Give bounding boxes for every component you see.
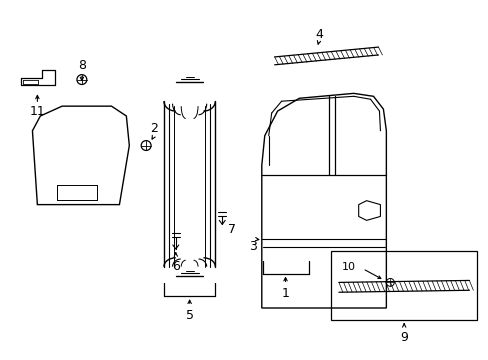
Text: 11: 11 <box>29 105 45 118</box>
Text: 10: 10 <box>341 262 355 272</box>
Text: 7: 7 <box>228 223 236 236</box>
Text: 6: 6 <box>171 260 180 273</box>
Text: 3: 3 <box>248 240 256 253</box>
Text: 2: 2 <box>150 122 158 135</box>
Text: 8: 8 <box>78 59 86 72</box>
Text: 1: 1 <box>281 287 289 300</box>
Text: 9: 9 <box>399 331 407 344</box>
Bar <box>330 251 476 320</box>
Text: 4: 4 <box>315 28 323 41</box>
Text: 5: 5 <box>185 309 193 322</box>
